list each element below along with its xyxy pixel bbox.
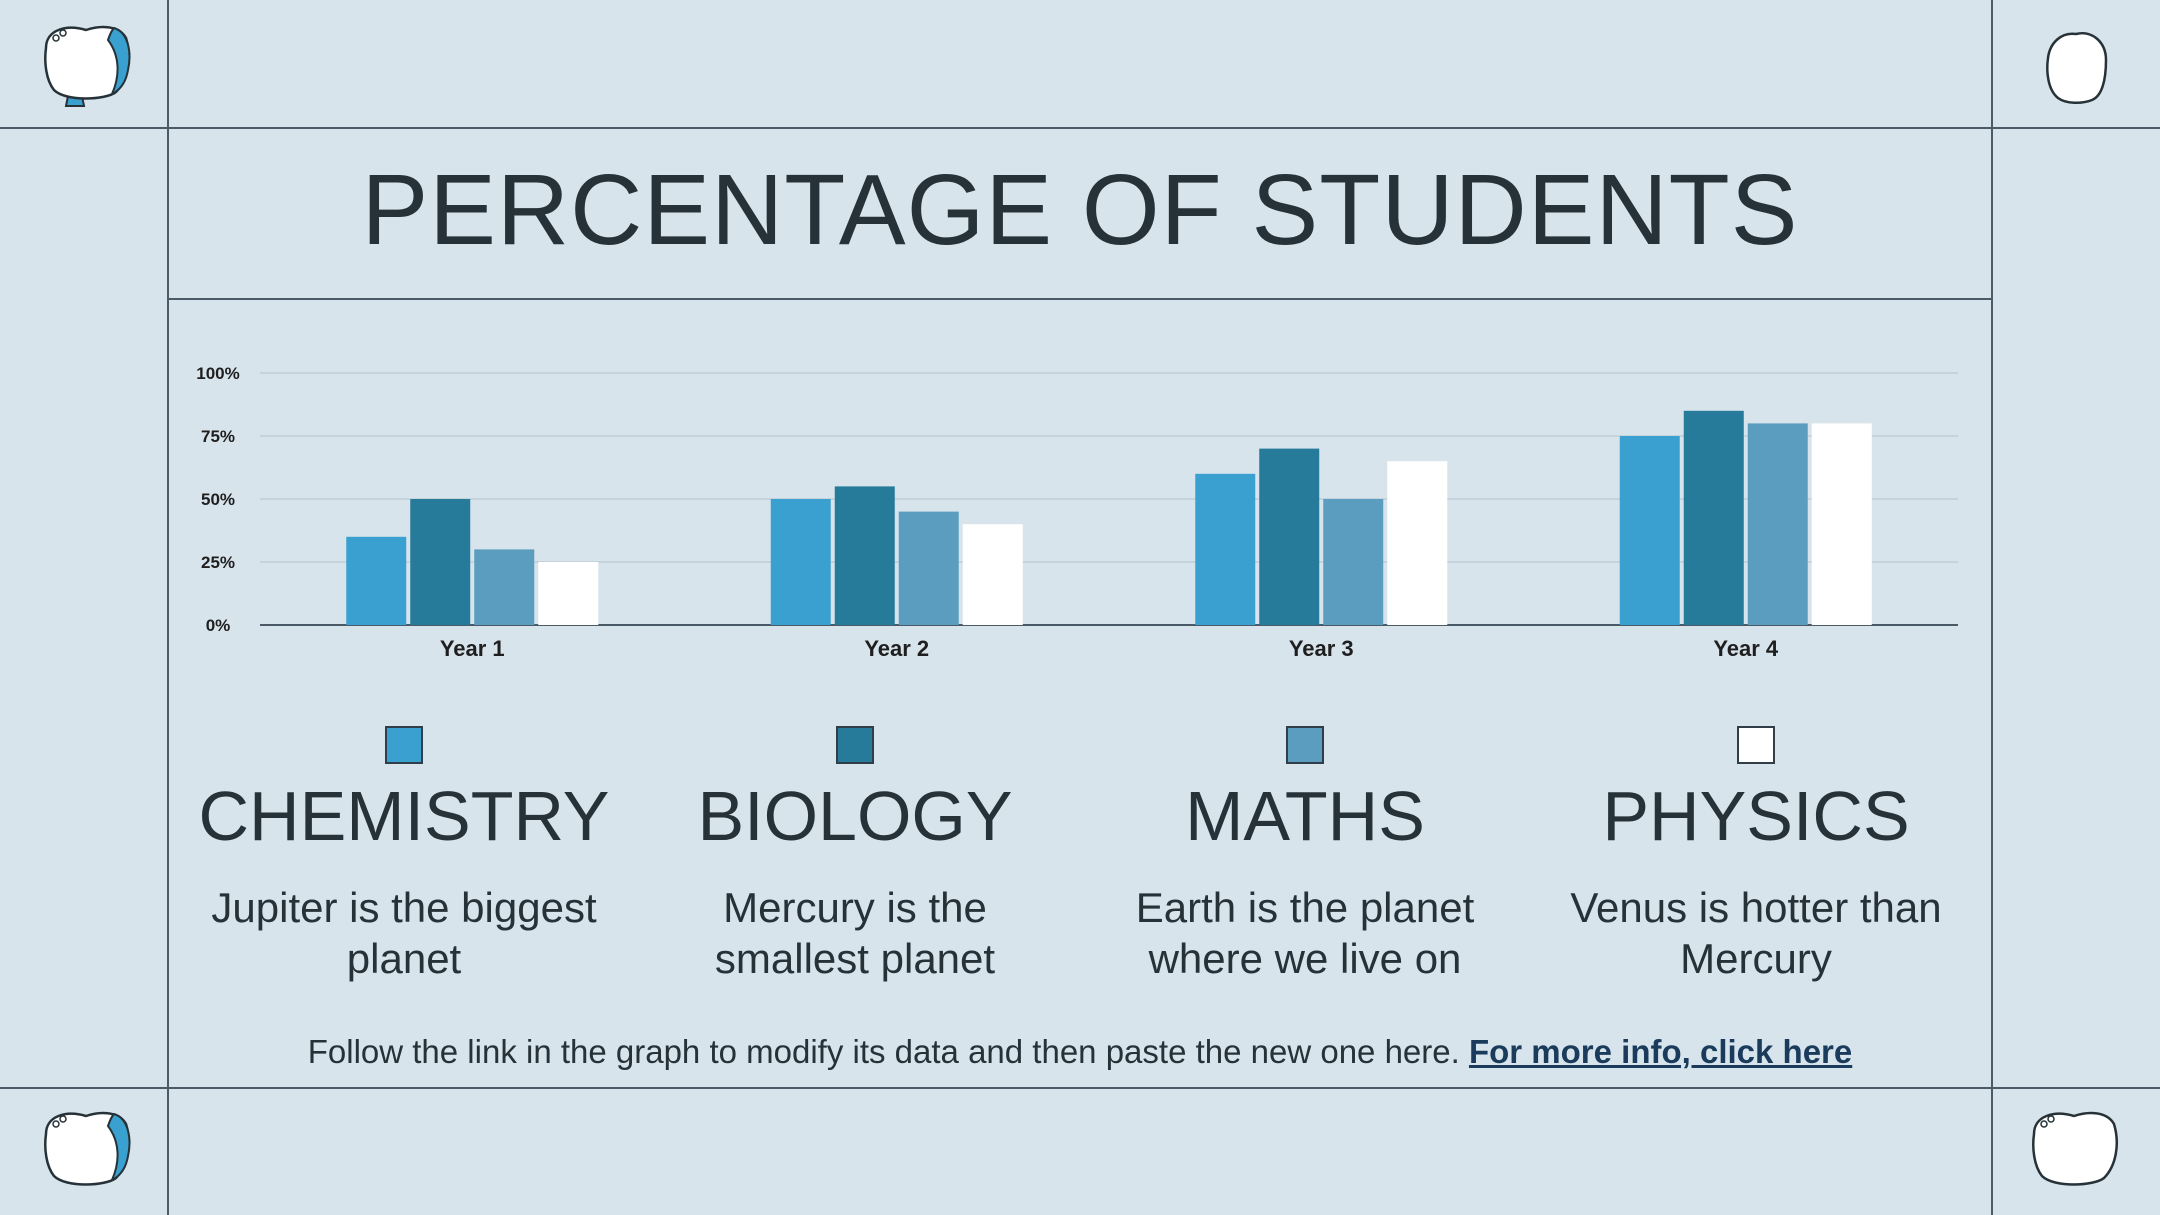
legend-swatch <box>385 726 423 764</box>
legend-item-physics: PHYSICS Venus is hotter than Mercury <box>1536 726 1976 984</box>
legend-description-line: Mercury is the <box>723 884 987 931</box>
bar <box>1811 423 1872 625</box>
tooth-outline-icon <box>2046 31 2108 104</box>
legend-item-biology: BIOLOGY Mercury is the smallest planet <box>635 726 1075 984</box>
bar <box>1259 448 1320 625</box>
legend-description-line: Mercury <box>1680 935 1832 982</box>
tooth-icon <box>44 25 131 107</box>
legend-swatch <box>1286 726 1324 764</box>
legend-description-line: planet <box>346 935 462 982</box>
x-tick-label: Year 1 <box>440 636 505 661</box>
bar <box>1387 461 1448 625</box>
bar <box>538 562 599 625</box>
bar <box>1195 473 1256 625</box>
bar <box>770 499 831 625</box>
bar <box>962 524 1023 625</box>
frame-line-top <box>0 127 2160 129</box>
legend-description-line: where we live on <box>1148 935 1462 982</box>
bar <box>474 549 535 625</box>
bar <box>1683 410 1744 625</box>
legend-description-line: smallest planet <box>714 935 996 982</box>
bar <box>834 486 895 625</box>
bar <box>1619 436 1680 625</box>
legend-description-line: Jupiter is the biggest <box>211 884 597 931</box>
legend-title: MATHS <box>1185 777 1425 855</box>
legend-item-chemistry: CHEMISTRY Jupiter is the biggest planet <box>184 726 624 984</box>
legend-description: Venus is hotter than Mercury <box>1536 882 1976 984</box>
legend-description-line: Venus is hotter than <box>1570 884 1942 931</box>
legend-title: CHEMISTRY <box>198 777 610 855</box>
legend-description: Earth is the planet where we live on <box>1085 882 1525 984</box>
y-tick-label: 0% <box>206 616 231 635</box>
page-title: PERCENTAGE OF STUDENTS <box>361 154 1799 266</box>
bar-chart[interactable]: 0% 25% 50% 75% 100% Year 1 Year 2 Year 3 Year 4 <box>168 300 1992 680</box>
legend-description-line: Earth is the planet <box>1135 884 1475 931</box>
footer-note: Follow the link in the graph to modify i… <box>168 1030 1992 1074</box>
legend-swatch <box>1737 726 1775 764</box>
y-tick-label: 25% <box>201 553 235 572</box>
bar <box>1747 423 1808 625</box>
legend-title: PHYSICS <box>1602 777 1910 855</box>
bar <box>410 499 471 625</box>
more-info-link[interactable]: For more info, click here <box>1468 1033 1853 1070</box>
bar <box>1323 499 1384 625</box>
bar <box>898 511 959 625</box>
frame-line-title-bottom <box>168 298 1992 300</box>
x-tick-label: Year 3 <box>1289 636 1354 661</box>
bar <box>346 536 407 625</box>
frame-line-right <box>1991 0 1993 1215</box>
y-tick-label: 75% <box>201 427 235 446</box>
tooth-icon <box>2032 1111 2118 1186</box>
tooth-icon <box>44 1111 131 1186</box>
x-tick-label: Year 2 <box>864 636 929 661</box>
legend-swatch <box>836 726 874 764</box>
y-tick-label: 100% <box>196 364 239 383</box>
legend-description: Jupiter is the biggest planet <box>184 882 624 984</box>
frame-line-left <box>167 0 169 1215</box>
y-tick-label: 50% <box>201 490 235 509</box>
frame-line-bottom <box>0 1087 2160 1089</box>
legend-item-maths: MATHS Earth is the planet where we live … <box>1085 726 1525 984</box>
x-tick-label: Year 4 <box>1713 636 1779 661</box>
footer-text: Follow the link in the graph to modify i… <box>307 1033 1460 1070</box>
legend-title: BIOLOGY <box>697 777 1013 855</box>
legend-description: Mercury is the smallest planet <box>635 882 1075 984</box>
